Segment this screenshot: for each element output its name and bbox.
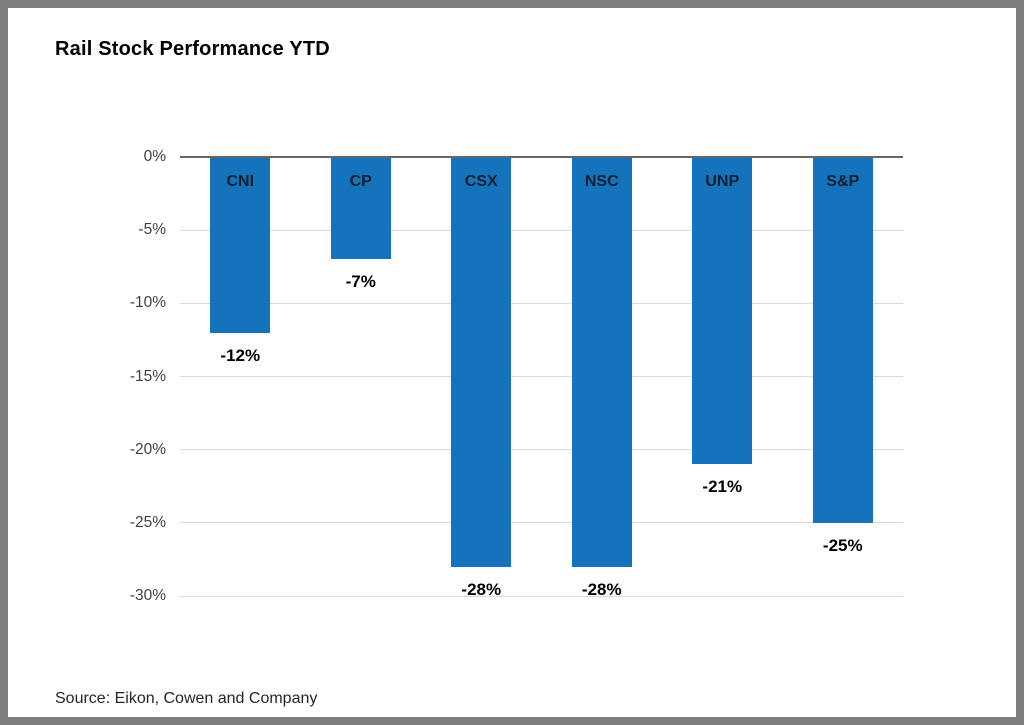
bar-category-label: CNI	[226, 173, 255, 190]
bar	[571, 157, 632, 567]
y-axis-tick-label: -5%	[138, 221, 166, 239]
bar-category-label: CSX	[464, 173, 498, 190]
bar-category-label: S&P	[826, 173, 860, 190]
y-axis-tick-label: -10%	[129, 294, 166, 312]
gridline	[180, 595, 903, 597]
bar	[210, 157, 271, 333]
bar-value-label: -28%	[581, 579, 622, 599]
bar	[812, 157, 873, 523]
chart-title: Rail Stock Performance YTD	[55, 38, 330, 60]
bar	[451, 157, 512, 567]
gridline	[180, 302, 903, 304]
gridline	[180, 229, 903, 231]
gridline	[180, 376, 903, 377]
y-axis-tick-label: -20%	[129, 440, 166, 458]
y-axis-tick-label: -15%	[129, 367, 166, 385]
bar-category-label: UNP	[705, 173, 740, 190]
bar-value-label: -25%	[822, 535, 863, 555]
y-axis-tick-label: 0%	[143, 148, 166, 165]
bar-value-label: -12%	[220, 345, 261, 365]
zero-axis-line	[180, 156, 903, 158]
bar-category-label: CP	[349, 173, 372, 190]
y-axis-tick-label: -30%	[129, 587, 166, 604]
gridline	[180, 449, 903, 451]
y-axis-tick-label: -25%	[129, 513, 166, 531]
bar-category-label: NSC	[584, 173, 619, 190]
bar	[330, 157, 391, 260]
bar	[692, 157, 753, 465]
source-note: Source: Eikon, Cowen and Company	[55, 690, 318, 707]
bar-value-label: -7%	[345, 272, 376, 292]
gridline	[180, 522, 903, 524]
bar-value-label: -28%	[461, 579, 502, 599]
bar-value-label: -21%	[702, 477, 743, 497]
